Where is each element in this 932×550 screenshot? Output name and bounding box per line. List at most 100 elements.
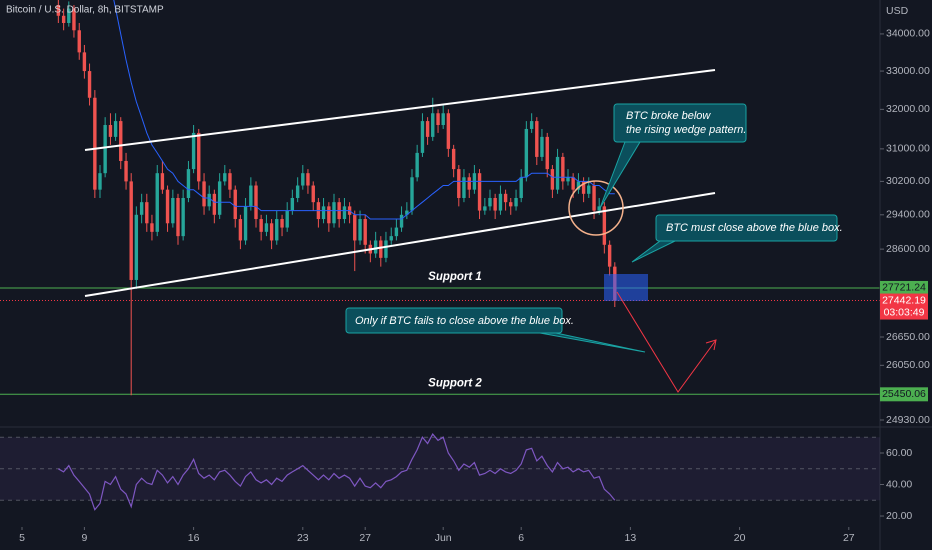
candle-body <box>202 181 206 207</box>
y-tick-label: 29400.00 <box>886 209 930 221</box>
candle-body <box>280 219 284 228</box>
candle-body <box>72 8 76 31</box>
candle-body <box>264 223 269 232</box>
x-tick-label: 27 <box>843 532 855 544</box>
candle-body <box>212 193 217 215</box>
candle-body <box>483 206 487 211</box>
candle-body <box>217 181 222 215</box>
candle-body <box>509 202 513 207</box>
candle-body <box>311 185 315 203</box>
levels: Support 1 Support 2 <box>0 271 880 395</box>
candle-body <box>332 202 336 224</box>
candle-body <box>535 121 539 157</box>
candle-body <box>379 240 383 258</box>
ma-layer <box>113 0 615 220</box>
candle-body <box>171 197 175 224</box>
candle-body <box>321 206 326 220</box>
candle-body <box>363 219 367 245</box>
candle-body <box>514 197 518 207</box>
candle-body <box>576 181 581 190</box>
x-tick-label: 6 <box>518 532 524 544</box>
candle-body <box>488 197 492 207</box>
candle-body <box>410 177 414 211</box>
x-tick-label: 16 <box>188 532 200 544</box>
candle-body <box>56 4 61 16</box>
candle-body <box>353 214 357 241</box>
candle-body <box>119 121 123 161</box>
candle-body <box>82 52 87 72</box>
candle-body <box>457 169 461 198</box>
candle-body <box>389 236 393 241</box>
candle-body <box>249 185 253 207</box>
candle-body <box>405 210 409 215</box>
price-tag-label: 27721.24 <box>882 282 926 294</box>
annotation: BTC broke below <box>626 110 711 122</box>
x-tick-label: 23 <box>297 532 309 544</box>
rsi-tick-label: 60.00 <box>886 447 912 459</box>
symbol-title: Bitcoin / U.S. Dollar, 8h, BITSTAMP <box>6 5 164 16</box>
y-tick-label: 30200.00 <box>886 175 930 187</box>
candle-body <box>529 121 534 129</box>
candle-body <box>441 113 445 126</box>
candle-body <box>129 181 133 280</box>
candle-body <box>61 15 66 24</box>
candle-body <box>275 219 279 241</box>
candle-body <box>342 206 347 220</box>
candle-body <box>555 156 560 190</box>
candle-body <box>160 173 165 190</box>
x-tick-label: 5 <box>19 532 25 544</box>
candle-body <box>561 156 565 182</box>
candle-body <box>295 185 300 198</box>
annotation: BTC must close above the blue box. <box>666 222 843 234</box>
y-tick-label: 31000.00 <box>886 143 930 155</box>
candle-body <box>587 185 591 194</box>
candle-body <box>566 177 570 182</box>
candle-body <box>165 189 170 224</box>
y-tick-label: 33000.00 <box>886 65 930 77</box>
candle-body <box>150 223 154 232</box>
candle-body <box>446 113 451 149</box>
candle-body <box>113 121 118 137</box>
x-tick-label: 13 <box>625 532 637 544</box>
candle-body <box>519 177 523 198</box>
support-label: Support 2 <box>428 377 482 389</box>
annotation: the rising wedge pattern. <box>626 124 746 136</box>
x-tick-label: Jun <box>435 532 452 544</box>
candle-body <box>254 185 258 220</box>
candle-body <box>243 206 248 241</box>
candle-body <box>98 173 102 190</box>
price-tag <box>880 387 928 402</box>
candle-body <box>259 219 263 232</box>
rsi-tick-label: 20.00 <box>886 510 912 522</box>
axes: 34000.00 33000.00 32000.00 31000.00 30200.00… <box>19 28 930 544</box>
candle-body <box>181 197 185 237</box>
callout-box <box>613 103 747 143</box>
candle-body <box>145 202 149 224</box>
candle-body <box>394 227 399 237</box>
candle-body <box>425 121 430 137</box>
price-tag-label: 25450.06 <box>882 388 926 400</box>
candle-body <box>93 97 97 190</box>
countdown: 03:03:49 <box>884 306 925 318</box>
candle-body <box>269 223 274 241</box>
x-tick-label: 20 <box>734 532 746 544</box>
candle-body <box>155 173 159 232</box>
candle-body <box>498 193 503 211</box>
candle-body <box>477 173 482 211</box>
wedge-lower <box>84 192 716 297</box>
candle-body <box>358 219 362 241</box>
candle-body <box>597 206 601 211</box>
y-tick-label: 24930.00 <box>886 414 930 426</box>
callout-box <box>345 307 563 334</box>
candle-body <box>67 8 71 24</box>
candle-body <box>238 219 243 241</box>
y-tick-label: 32000.00 <box>886 103 930 115</box>
candle-body <box>290 197 295 211</box>
candle-body <box>415 152 419 178</box>
drawings: BTC broke below the rising wedge pattern… <box>84 69 843 393</box>
break-circle <box>568 180 624 236</box>
candle-body <box>503 193 508 203</box>
y-tick-label: 34000.00 <box>886 28 930 40</box>
candle-body <box>228 173 232 190</box>
